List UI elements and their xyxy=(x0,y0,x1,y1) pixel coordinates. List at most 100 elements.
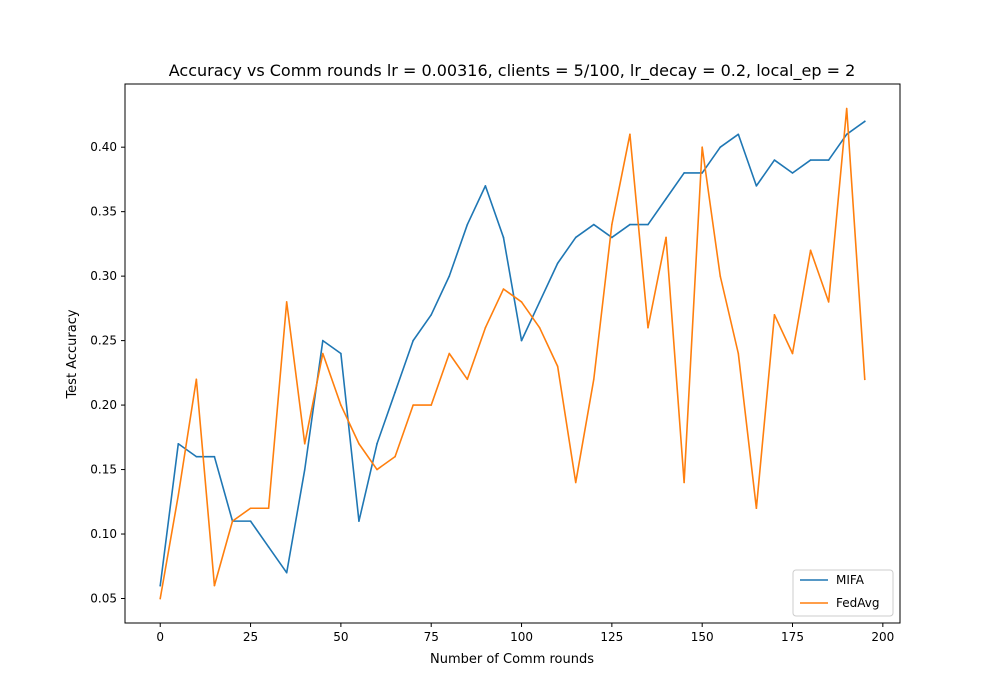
data-point-mifa xyxy=(773,159,776,161)
data-point-mifa xyxy=(195,455,198,458)
series-lines xyxy=(159,107,866,600)
data-point-fedavg xyxy=(231,520,234,522)
data-point-mifa xyxy=(213,455,216,458)
data-point-mifa xyxy=(322,339,324,342)
data-point-mifa xyxy=(556,262,559,265)
data-point-fedavg xyxy=(448,352,451,355)
data-point-fedavg xyxy=(755,507,758,510)
x-axis-label: Number of Comm rounds xyxy=(430,652,594,667)
data-point-fedavg xyxy=(340,404,342,406)
data-point-fedavg xyxy=(538,326,541,329)
x-tick-label: 100 xyxy=(510,630,533,644)
legend: MIFA FedAvg xyxy=(792,569,894,617)
x-tick-label: 200 xyxy=(871,630,894,644)
data-point-mifa xyxy=(466,223,469,226)
data-point-fedavg xyxy=(809,249,812,252)
data-point-mifa xyxy=(303,468,306,471)
y-tick-label: 0.20 xyxy=(90,398,117,412)
data-point-fedavg xyxy=(303,442,306,445)
data-point-mifa xyxy=(249,520,252,522)
x-tick-label: 150 xyxy=(691,630,714,644)
y-tick-label: 0.35 xyxy=(90,205,117,219)
data-point-mifa xyxy=(484,185,487,187)
x-tick-label: 175 xyxy=(781,630,804,644)
data-point-mifa xyxy=(267,546,270,548)
data-point-fedavg xyxy=(845,107,848,110)
y-tick-label: 0.10 xyxy=(90,527,117,541)
y-axis: 0.05 0.10 0.15 0.20 0.25 0.30 0.35 0.40 xyxy=(90,140,125,606)
data-point-fedavg xyxy=(556,365,559,368)
data-point-mifa xyxy=(755,185,758,187)
chart-title: Accuracy vs Comm rounds lr = 0.00316, cl… xyxy=(169,61,856,81)
data-point-fedavg xyxy=(520,301,523,303)
data-point-fedavg xyxy=(358,442,360,445)
data-point-fedavg xyxy=(791,352,794,355)
data-point-fedavg xyxy=(647,326,649,329)
data-point-fedavg xyxy=(159,597,162,600)
data-point-fedavg xyxy=(701,146,703,148)
data-point-mifa xyxy=(611,236,613,239)
data-point-mifa xyxy=(827,159,830,161)
x-axis: 0 25 50 75 100 125 150 175 200 xyxy=(156,623,894,644)
data-point-mifa xyxy=(574,236,577,239)
data-point-mifa xyxy=(845,133,848,136)
x-tick-label: 50 xyxy=(333,630,348,644)
data-point-fedavg xyxy=(574,481,577,484)
data-point-mifa xyxy=(701,172,703,174)
data-point-mifa xyxy=(412,339,414,342)
data-point-mifa xyxy=(647,223,649,226)
data-point-fedavg xyxy=(177,494,180,497)
data-point-mifa xyxy=(809,159,812,161)
y-tick-label: 0.15 xyxy=(90,463,117,477)
data-point-fedavg xyxy=(592,378,595,381)
data-point-mifa xyxy=(791,172,794,174)
data-point-mifa xyxy=(719,146,722,148)
data-point-fedavg xyxy=(285,301,288,303)
data-point-mifa xyxy=(159,584,162,587)
data-point-mifa xyxy=(340,352,342,355)
data-point-mifa xyxy=(177,442,180,445)
data-point-mifa xyxy=(665,197,667,200)
data-point-mifa xyxy=(448,275,451,277)
data-point-fedavg xyxy=(737,352,740,355)
data-point-fedavg xyxy=(863,378,866,381)
data-point-fedavg xyxy=(719,275,722,277)
data-point-mifa xyxy=(592,223,595,226)
data-point-mifa xyxy=(394,391,396,393)
data-point-mifa xyxy=(629,223,631,226)
series-line-mifa xyxy=(159,120,866,587)
data-point-fedavg xyxy=(213,584,216,587)
x-tick-label: 25 xyxy=(243,630,258,644)
data-point-mifa xyxy=(285,571,288,574)
data-point-fedavg xyxy=(267,507,270,510)
data-point-fedavg xyxy=(394,455,396,458)
legend-box xyxy=(792,569,894,617)
legend-label-mifa: MIFA xyxy=(836,573,865,587)
data-point-mifa xyxy=(863,120,866,123)
y-tick-label: 0.25 xyxy=(90,334,117,348)
data-point-fedavg xyxy=(195,378,198,381)
y-axis-label: Test Accuracy xyxy=(65,309,80,399)
data-point-mifa xyxy=(538,301,541,303)
legend-label-fedavg: FedAvg xyxy=(836,596,879,610)
data-point-fedavg xyxy=(827,301,830,303)
data-point-fedavg xyxy=(683,481,685,484)
x-tick-label: 125 xyxy=(600,630,623,644)
data-point-fedavg xyxy=(412,404,414,406)
data-point-mifa xyxy=(737,133,740,136)
plot-area xyxy=(125,84,900,623)
data-point-fedavg xyxy=(249,507,252,510)
data-point-fedavg xyxy=(773,314,776,316)
data-point-fedavg xyxy=(322,352,324,355)
data-point-fedavg xyxy=(466,378,469,381)
data-point-fedavg xyxy=(376,468,378,471)
data-point-fedavg xyxy=(502,288,505,290)
data-point-fedavg xyxy=(629,133,631,136)
y-tick-label: 0.05 xyxy=(90,592,117,606)
y-tick-label: 0.40 xyxy=(90,140,117,154)
data-point-mifa xyxy=(502,236,505,239)
series-line-fedavg xyxy=(159,107,866,600)
x-tick-label: 0 xyxy=(156,630,164,644)
data-point-mifa xyxy=(376,442,378,445)
